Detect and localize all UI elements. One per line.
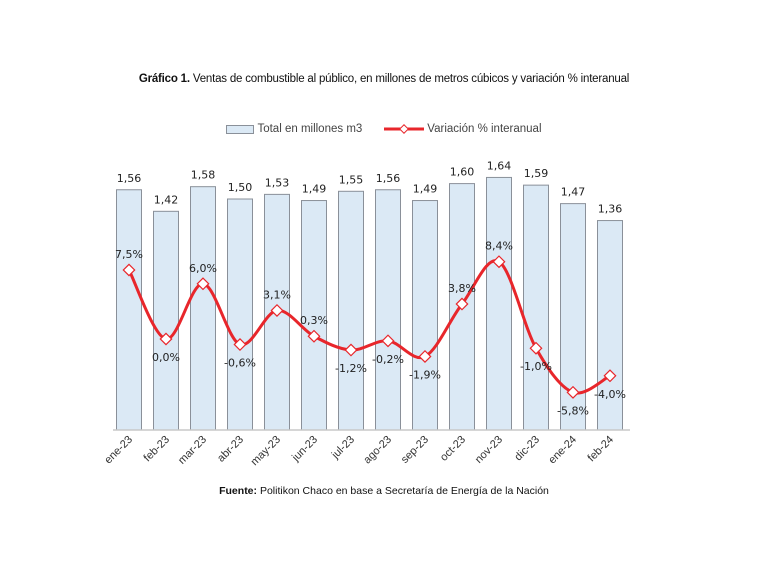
bar-value-label: 1,50: [228, 181, 253, 194]
line-marker: [418, 349, 432, 363]
line-value-label: 6,0%: [189, 262, 217, 275]
bar-value-label: 1,56: [117, 172, 142, 185]
bar-value-label: 1,59: [524, 167, 549, 180]
legend-item-line: Variación % interanual: [384, 123, 542, 135]
bar: [338, 190, 364, 431]
line-marker: [603, 369, 617, 383]
x-tick-label: abr-23: [215, 434, 246, 465]
line-marker: [233, 338, 247, 352]
x-tick-label: oct-23: [438, 434, 468, 464]
legend-bar-swatch: [226, 124, 255, 134]
chart-source: Fuente: Politikon Chaco en base a Secret…: [0, 485, 768, 497]
bar: [227, 198, 253, 431]
x-tick-label: jun-23: [289, 434, 320, 465]
x-tick-label: nov-23: [473, 434, 505, 466]
bar: [375, 189, 401, 431]
x-tick-label: ago-23: [361, 434, 394, 467]
line-value-label: -0,2%: [372, 353, 404, 366]
bar: [116, 189, 142, 431]
bar-value-label: 1,47: [561, 186, 586, 199]
line-value-label: 3,8%: [448, 282, 476, 295]
bar-value-label: 1,42: [154, 193, 179, 206]
legend-line-swatch: [384, 124, 425, 134]
bar: [190, 186, 216, 431]
x-tick-label: mar-23: [176, 434, 209, 467]
x-tick-label: ene-23: [102, 434, 135, 467]
line-marker: [270, 303, 284, 317]
x-tick-label: sep-23: [399, 434, 431, 466]
legend: Total en millones m3 Variación % interan…: [0, 123, 768, 135]
x-tick-label: ene-24: [546, 434, 579, 467]
line-value-label: -1,0%: [520, 360, 552, 373]
bar-value-label: 1,64: [487, 159, 512, 172]
line-value-label: -0,6%: [224, 357, 256, 370]
line-marker: [122, 263, 136, 277]
legend-line-label: Variación % interanual: [427, 123, 542, 135]
line-marker: [566, 385, 580, 399]
x-tick-label: may-23: [249, 434, 283, 468]
line-marker: [344, 343, 358, 357]
line-value-label: -1,2%: [335, 362, 367, 375]
chart-title-text: Ventas de combustible al público, en mil…: [192, 73, 630, 85]
line-marker: [492, 255, 506, 269]
bar: [523, 184, 549, 431]
line-marker: [455, 297, 469, 311]
x-tick-label: feb-24: [586, 434, 617, 465]
legend-item-bars: Total en millones m3: [226, 123, 362, 135]
line-marker: [307, 329, 321, 343]
line-value-label: -1,9%: [409, 368, 441, 381]
line-marker: [529, 341, 543, 355]
bar-value-label: 1,55: [339, 173, 364, 186]
line-value-label: -5,8%: [557, 404, 589, 417]
chart-title-prefix: Gráfico 1.: [138, 73, 190, 85]
line-value-label: -4,0%: [594, 388, 626, 401]
line-marker: [159, 332, 173, 346]
x-tick-label: feb-23: [142, 434, 173, 465]
x-tick-label: dic-23: [512, 434, 542, 464]
bar: [486, 176, 512, 431]
chart-title: Gráfico 1. Ventas de combustible al públ…: [0, 73, 768, 85]
bar: [153, 210, 179, 431]
line-value-label: 0,3%: [300, 314, 328, 327]
bar: [597, 220, 623, 431]
bar-value-label: 1,36: [598, 203, 623, 216]
line-marker: [381, 334, 395, 348]
bar-value-label: 1,58: [191, 169, 216, 182]
line-value-label: 7,5%: [115, 248, 143, 261]
source-text: Politikon Chaco en base a Secretaría de …: [259, 485, 549, 497]
bar-value-label: 1,56: [376, 172, 401, 185]
bar-value-label: 1,53: [265, 176, 290, 189]
line-value-label: 8,4%: [485, 240, 513, 253]
line-marker: [196, 277, 210, 291]
bar-value-label: 1,49: [302, 183, 327, 196]
x-tick-label: jul-23: [329, 434, 357, 462]
bar-value-label: 1,60: [450, 166, 475, 179]
legend-bar-label: Total en millones m3: [257, 123, 363, 135]
line-value-label: 0,0%: [152, 351, 180, 364]
line-value-label: 3,1%: [263, 288, 291, 301]
bar: [301, 200, 327, 431]
source-prefix: Fuente:: [219, 485, 258, 497]
bar-value-label: 1,49: [413, 183, 438, 196]
bar: [412, 200, 438, 431]
